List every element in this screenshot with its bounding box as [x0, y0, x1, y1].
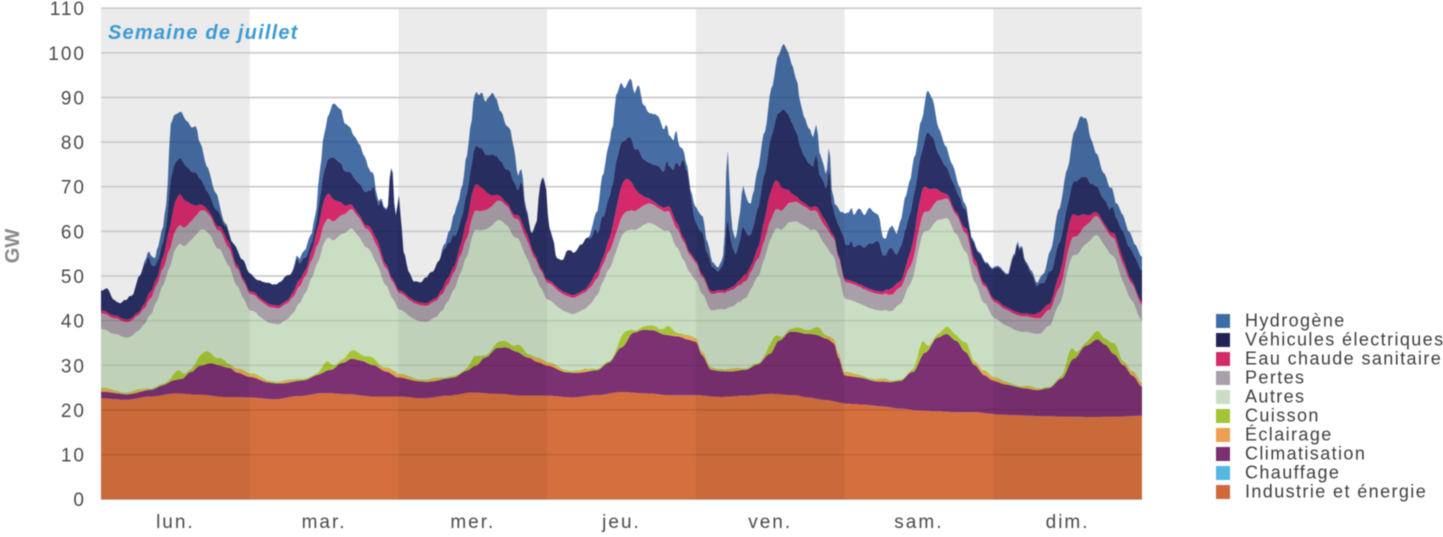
- svg-text:ven.: ven.: [748, 512, 792, 533]
- svg-text:GW: GW: [2, 229, 24, 264]
- svg-text:20: 20: [61, 401, 86, 422]
- svg-text:dim.: dim.: [1046, 512, 1090, 533]
- svg-text:50: 50: [61, 267, 86, 288]
- svg-text:30: 30: [61, 356, 86, 377]
- svg-text:sam.: sam.: [894, 512, 943, 533]
- svg-text:Industrie et énergie: Industrie et énergie: [1245, 482, 1427, 502]
- svg-text:Hydrogène: Hydrogène: [1245, 311, 1346, 331]
- svg-text:lun.: lun.: [156, 512, 195, 533]
- svg-text:Chauffage: Chauffage: [1245, 463, 1340, 483]
- svg-text:Eau chaude sanitaire: Eau chaude sanitaire: [1245, 349, 1442, 369]
- svg-text:Climatisation: Climatisation: [1245, 444, 1366, 464]
- svg-text:Pertes: Pertes: [1245, 368, 1305, 388]
- svg-text:Semaine de juillet: Semaine de juillet: [108, 22, 299, 44]
- svg-text:Véhicules électriques: Véhicules électriques: [1245, 330, 1443, 350]
- svg-text:90: 90: [61, 89, 86, 110]
- svg-text:jeu.: jeu.: [601, 512, 641, 533]
- svg-text:80: 80: [61, 133, 86, 154]
- svg-text:10: 10: [61, 446, 86, 467]
- svg-text:110: 110: [50, 0, 86, 20]
- svg-text:Éclairage: Éclairage: [1245, 425, 1333, 445]
- svg-text:70: 70: [61, 178, 86, 199]
- svg-text:0: 0: [73, 490, 86, 511]
- svg-text:mer.: mer.: [450, 512, 495, 533]
- svg-text:40: 40: [61, 312, 86, 333]
- svg-text:mar.: mar.: [302, 512, 347, 533]
- svg-text:100: 100: [48, 44, 86, 65]
- svg-text:Cuisson: Cuisson: [1245, 406, 1320, 426]
- svg-text:60: 60: [61, 222, 86, 243]
- svg-text:Autres: Autres: [1245, 387, 1305, 407]
